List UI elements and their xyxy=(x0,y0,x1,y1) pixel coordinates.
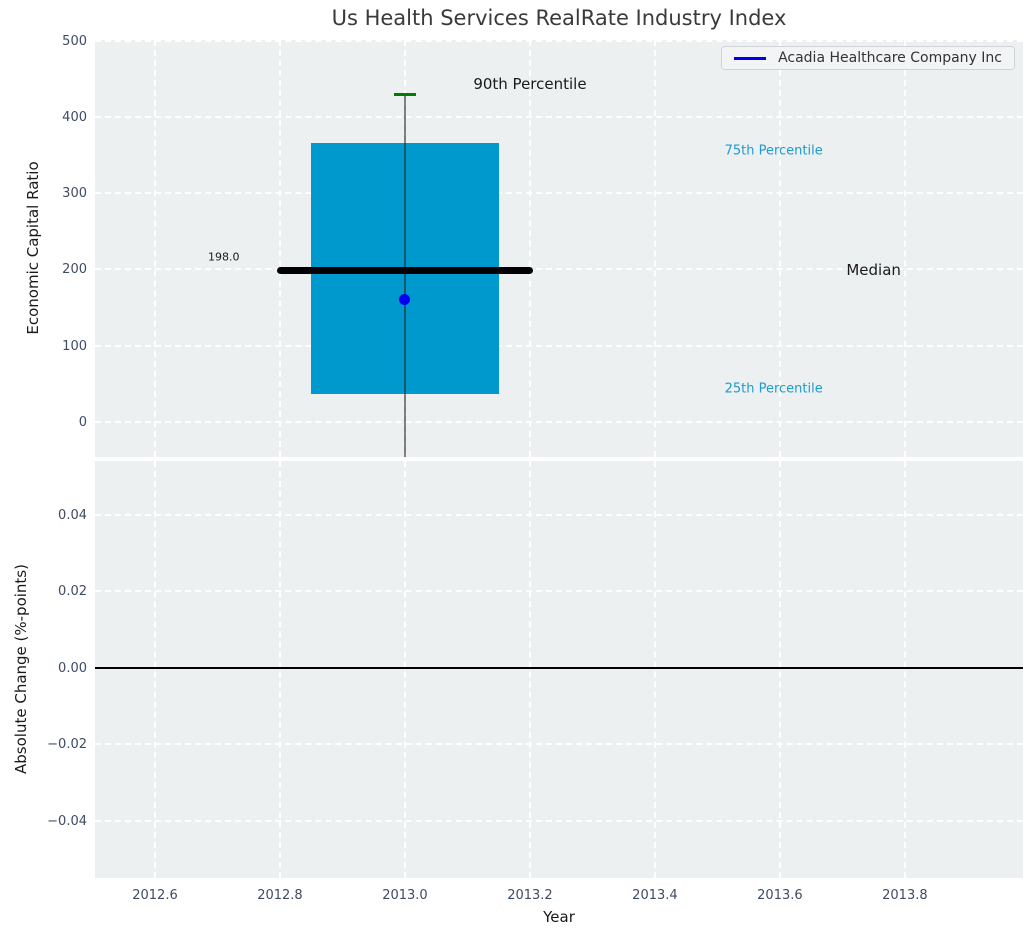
gridline-vertical xyxy=(778,40,781,457)
gridline-vertical xyxy=(278,461,281,878)
gridline-horizontal xyxy=(95,743,1023,746)
x-axis-label: Year xyxy=(543,908,575,926)
x-tick-label: 2013.2 xyxy=(507,888,553,903)
median-line xyxy=(276,267,534,275)
y-tick-label: 100 xyxy=(62,338,87,354)
y-tick-label: 0.04 xyxy=(58,507,87,523)
gridline-horizontal xyxy=(95,819,1023,822)
gridline-vertical xyxy=(153,461,156,878)
annotation-75th-percentile: 75th Percentile xyxy=(724,143,823,159)
company-data-point xyxy=(399,294,411,306)
legend: Acadia Healthcare Company Inc xyxy=(721,46,1015,70)
axes-bottom xyxy=(95,461,1023,878)
y-tick-label: 0.02 xyxy=(58,584,87,600)
y-axis-label-top: Economic Capital Ratio xyxy=(24,161,42,335)
legend-line-sample xyxy=(734,56,767,60)
gridline-horizontal xyxy=(95,590,1023,593)
gridline-vertical xyxy=(153,40,156,457)
y-tick-label: 500 xyxy=(62,33,87,49)
gridline-vertical xyxy=(653,40,656,457)
y-axis-label-bottom: Absolute Change (%-points) xyxy=(12,564,30,774)
y-tick-label: 0 xyxy=(78,414,87,430)
gridline-horizontal xyxy=(95,40,1023,42)
chart-title: Us Health Services RealRate Industry Ind… xyxy=(331,6,787,30)
x-tick-label: 2013.0 xyxy=(382,888,428,903)
gridline-vertical xyxy=(278,40,281,457)
x-tick-label: 2012.6 xyxy=(132,888,178,903)
gridline-horizontal xyxy=(95,513,1023,516)
x-tick-label: 2012.8 xyxy=(257,888,303,903)
annotation-median: Median xyxy=(846,261,901,280)
x-tick-label: 2013.8 xyxy=(882,888,928,903)
y-tick-label: −0.02 xyxy=(47,737,87,753)
gridline-vertical xyxy=(653,461,656,878)
gridline-horizontal xyxy=(95,420,1023,423)
y-tick-label: −0.04 xyxy=(47,813,87,829)
y-tick-label: 0.00 xyxy=(58,660,87,676)
gridline-vertical xyxy=(903,40,906,457)
whisker-line xyxy=(404,94,406,457)
gridline-horizontal xyxy=(95,344,1023,347)
x-tick-label: 2013.4 xyxy=(632,888,678,903)
gridline-horizontal xyxy=(95,192,1023,195)
legend-label: Acadia Healthcare Company Inc xyxy=(778,50,1002,66)
y-tick-label: 400 xyxy=(62,109,87,125)
annotation-25th-percentile: 25th Percentile xyxy=(724,381,823,397)
annotation-90th-percentile: 90th Percentile xyxy=(473,75,587,94)
gridline-vertical xyxy=(778,461,781,878)
gridline-vertical xyxy=(528,461,531,878)
axes-top: Acadia Healthcare Company Inc 90th Perce… xyxy=(95,40,1023,457)
gridline-vertical xyxy=(403,461,406,878)
y-tick-label: 300 xyxy=(62,186,87,202)
zero-line xyxy=(95,666,1023,669)
y-tick-label: 200 xyxy=(62,262,87,278)
gridline-vertical xyxy=(528,40,531,457)
annotation-198-0: 198.0 xyxy=(207,250,240,263)
gridline-horizontal xyxy=(95,115,1023,118)
gridline-vertical xyxy=(903,461,906,878)
whisker-cap-90th xyxy=(393,92,416,96)
x-tick-label: 2013.6 xyxy=(757,888,803,903)
gridline-horizontal xyxy=(95,268,1023,271)
